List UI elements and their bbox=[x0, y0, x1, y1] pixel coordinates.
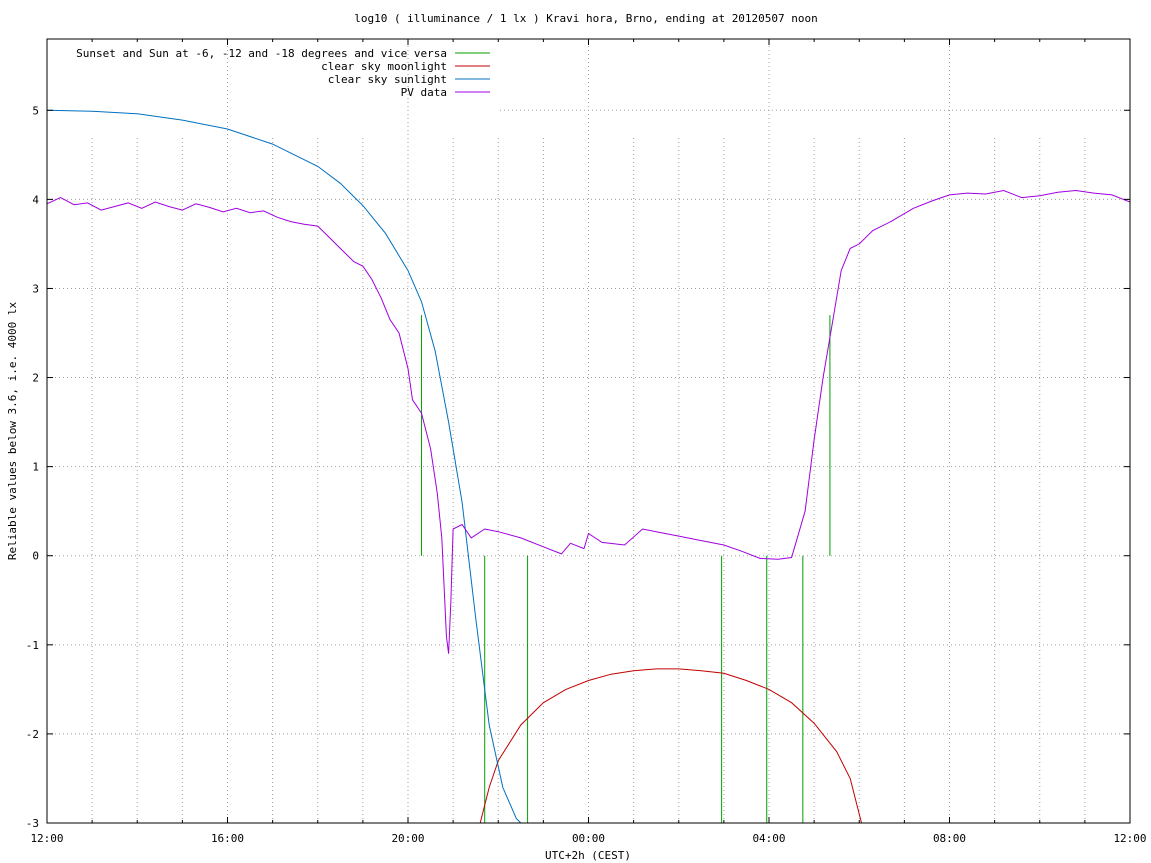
legend-label: clear sky moonlight bbox=[321, 60, 447, 73]
tick-labels: -3 -2 -1 0 1 2 3 4 5 12:00 16:00 20:00 00:00 04:00 08:… bbox=[26, 39, 1147, 845]
series-line-2 bbox=[47, 109, 522, 823]
legend-label: Sunset and Sun at -6, -12 and -18 degree… bbox=[76, 47, 447, 60]
x-tick-label: 00:00 bbox=[572, 832, 605, 845]
series-layer bbox=[47, 109, 1130, 823]
x-tick-label: 16:00 bbox=[211, 832, 244, 845]
y-tick-label: 1 bbox=[32, 461, 39, 474]
x-tick-label: 04:00 bbox=[752, 832, 785, 845]
y-tick-label: 5 bbox=[32, 104, 39, 117]
x-tick-label: 20:00 bbox=[391, 832, 424, 845]
x-tick-label: 12:00 bbox=[1113, 832, 1146, 845]
series-line-3 bbox=[47, 189, 1130, 654]
x-tick-label: 12:00 bbox=[30, 832, 63, 845]
legend-label: clear sky sunlight bbox=[328, 73, 447, 86]
y-tick-label: 0 bbox=[32, 550, 39, 563]
y-tick-label: 2 bbox=[32, 372, 39, 385]
x-tick-label: 08:00 bbox=[933, 832, 966, 845]
y-tick-label: -3 bbox=[26, 817, 39, 830]
y-tick-label: -1 bbox=[26, 639, 39, 652]
series-line-1 bbox=[479, 668, 862, 823]
legend: Sunset and Sun at -6, -12 and -18 degree… bbox=[76, 47, 490, 99]
legend-label: PV data bbox=[401, 86, 447, 99]
grid bbox=[47, 39, 1130, 823]
y-tick-label: 3 bbox=[32, 282, 39, 295]
y-tick-label: -2 bbox=[26, 728, 39, 741]
y-tick-label: 4 bbox=[32, 193, 39, 206]
y-axis-label: Reliable values below 3.6, i.e. 4000 lx bbox=[6, 301, 19, 560]
chart-title: log10 ( illuminance / 1 lx ) Kravi hora,… bbox=[354, 12, 818, 25]
x-axis-label: UTC+2h (CEST) bbox=[545, 849, 631, 862]
